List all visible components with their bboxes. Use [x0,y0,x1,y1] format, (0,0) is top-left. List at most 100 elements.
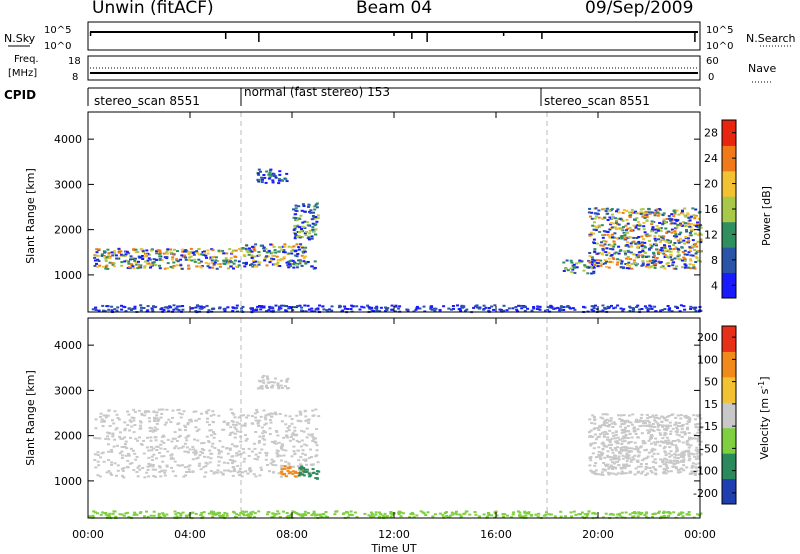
scatter-cell [138,427,142,430]
scatter-cell [258,261,262,264]
scatter-cell [655,208,659,211]
scatter-cell [127,516,131,518]
scatter-cell [171,457,175,460]
scatter-cell [647,208,651,211]
scatter-cell [213,447,217,449]
scatter-cell [117,418,121,421]
scatter-cell [675,433,679,436]
scatter-cell [614,440,617,443]
scatter-cell [458,513,462,516]
scatter-cell [692,471,696,474]
scatter-cell [309,434,313,437]
scatter-cell [322,308,326,311]
scatter-cell [189,255,193,258]
scatter-cell [629,236,633,239]
scatter-cell [244,247,248,250]
scatter-cell [683,253,687,256]
scatter-cell [231,431,235,434]
scatter-cell [139,421,143,424]
scatter-cell [583,264,587,267]
scatter-cell [658,227,662,230]
scatter-cell [299,463,303,466]
scatter-cell [630,447,634,450]
scatter-cell [259,380,263,383]
scatter-cell [653,264,657,267]
scatter-cell [239,512,243,515]
scatter-cell [655,244,658,247]
scatter-cell [269,462,273,465]
scatter-cell [414,308,418,311]
scatter-cell [617,223,621,226]
scatter-cell [617,252,621,255]
scatter-cell [110,309,114,312]
scatter-cell [123,427,127,430]
scatter-cell [390,513,394,516]
scatter-cell [620,431,624,434]
scatter-cell [100,452,104,455]
scatter-cell [663,249,667,252]
scatter-cell [647,424,651,427]
scatter-cell [257,174,261,176]
scatter-cell [273,249,277,252]
scatter-cell [643,422,647,424]
scatter-cell [183,450,187,453]
scatter-cell [623,428,627,431]
scatter-cell [265,375,269,378]
scatter-cell [659,440,663,443]
scatter-cell [162,309,166,311]
scatter-cell [195,457,199,460]
scatter-cell [264,451,268,454]
scatter-cell [605,424,609,427]
scatter-cell [619,452,623,455]
scatter-cell [281,448,285,451]
scatter-cell [669,459,673,462]
scatter-cell [123,306,127,309]
scatter-cell [205,421,209,424]
scatter-cell [618,438,622,441]
scatter-cell [657,429,661,432]
scatter-cell [162,434,165,437]
scatter-cell [372,310,376,312]
scatter-cell [389,515,393,518]
scatter-cell [659,227,663,230]
scatter-cell [106,414,110,417]
scatter-cell [294,213,298,216]
scatter-cell [94,306,97,309]
scatter-cell [613,423,617,426]
scatter-cell [146,465,150,468]
scatter-cell [214,259,218,262]
scatter-cell [401,512,405,515]
scatter-cell [299,456,303,459]
scatter-cell [668,307,672,310]
scatter-cell [654,258,658,261]
scatter-cell [699,233,703,236]
scatter-cell [213,471,217,474]
scatter-cell [270,310,274,313]
scatter-cell [297,246,301,249]
scatter-cell [677,514,681,516]
scatter-cell [262,381,266,384]
scatter-cell [262,247,266,250]
scatter-cell [302,430,306,433]
scatter-cell [175,440,179,442]
scatter-cell [669,424,672,427]
scatter-cell [231,412,234,414]
scatter-cell [245,249,249,252]
scatter-cell [295,306,299,309]
scatter-cell [193,453,197,456]
scatter-cell [228,434,232,436]
scatter-cell [673,230,677,233]
scatter-cell [304,458,308,461]
scatter-cell [651,429,655,431]
scatter-cell [669,461,672,464]
scatter-cell [623,232,627,235]
scatter-cell [518,513,522,516]
scatter-cell [96,474,100,477]
scatter-cell [276,434,280,437]
scatter-cell [599,457,603,460]
scatter-cell [210,452,214,455]
scatter-cell [687,451,691,454]
scatter-cell [559,305,563,308]
scatter-cell [674,421,678,424]
scatter-cell [309,211,313,214]
